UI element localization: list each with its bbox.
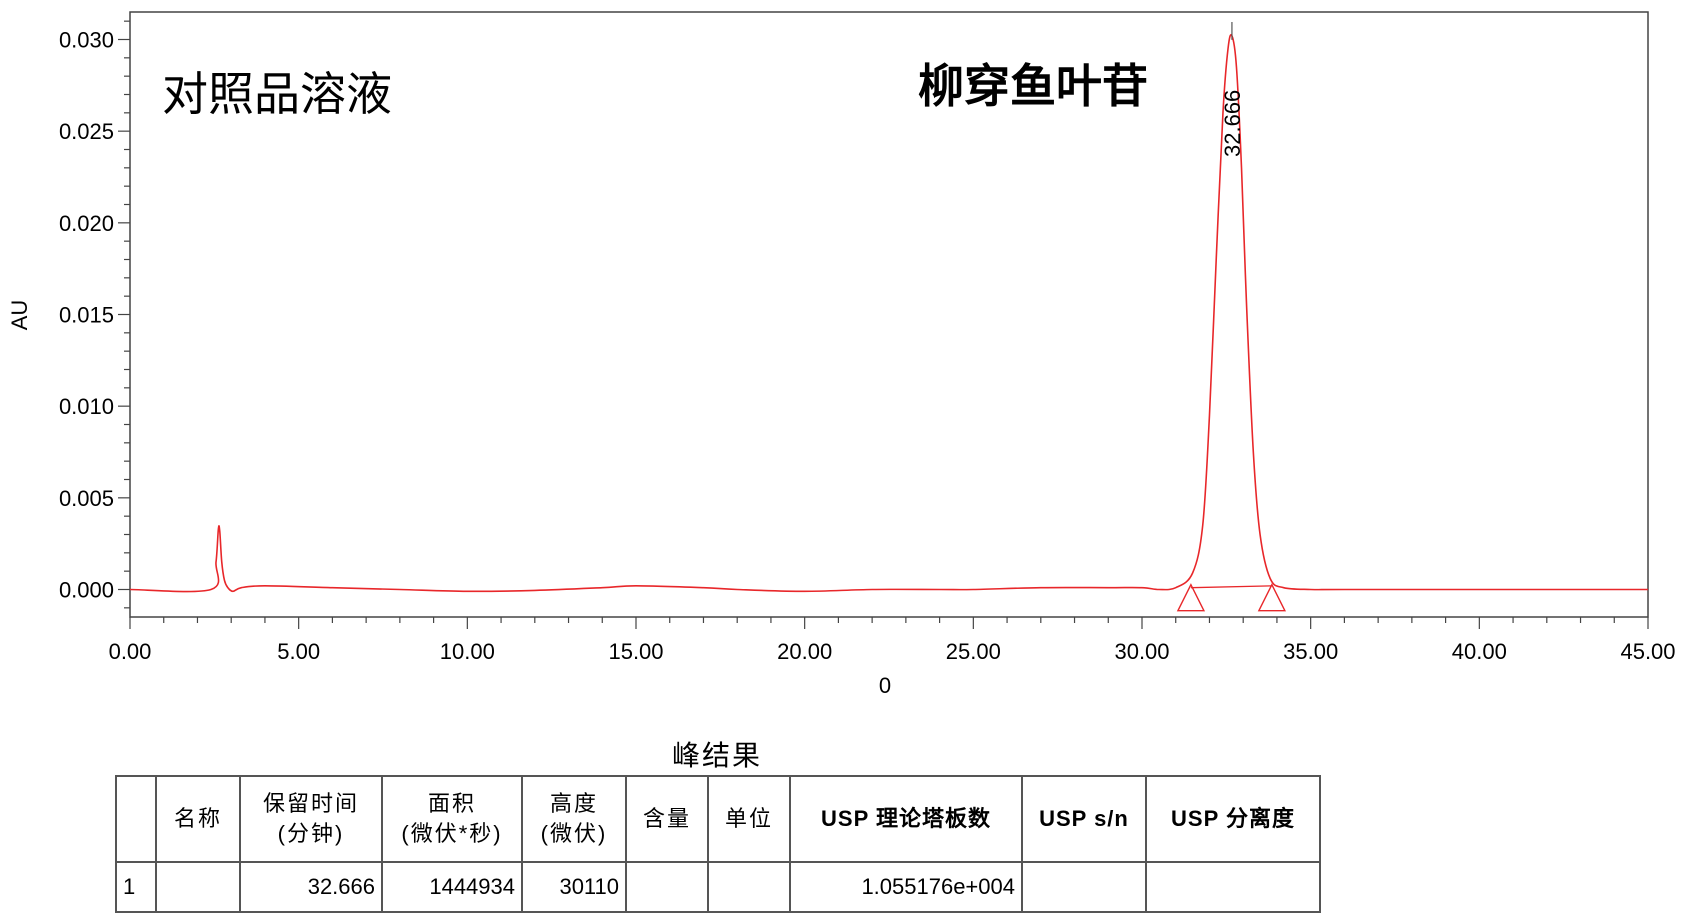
x-axis-title: 0 [879,673,891,698]
cell-height: 30110 [521,861,627,913]
y-axis: 0.000 0.005 0.010 0.015 0.020 0.025 0.030 [59,20,130,609]
header-usp-sn: USP s/n [1021,775,1147,863]
header-units: 单位 [707,775,791,863]
table-header-row: 名称 保留时间 (分钟) 面积 (微伏*秒) 高度 (微伏) 含量 单位 USP 理论… [115,775,1321,863]
cell-amount [625,861,709,913]
x-tick-label: 10.00 [440,639,495,664]
header-usp-resolution: USP 分离度 [1145,775,1321,863]
header-retention-time: 保留时间 (分钟) [239,775,383,863]
compound-label: 柳穿鱼叶苷 [918,59,1148,113]
y-tick-label: 0.025 [59,119,114,144]
x-tick-label: 25.00 [946,639,1001,664]
cell-units [707,861,791,913]
cell-usp-sn [1021,861,1147,913]
x-tick-label: 0.00 [109,639,152,664]
peak-end-marker [1257,583,1287,612]
cell-usp-resolution [1145,861,1321,913]
peak-baseline [1190,585,1272,589]
header-height: 高度 (微伏) [521,775,627,863]
peak-start-marker [1176,583,1206,612]
cell-usp-plate-count: 1.055176e+004 [789,861,1023,913]
header-usp-plate-count: USP 理论塔板数 [789,775,1023,863]
y-tick-label: 0.000 [59,578,114,603]
peak-markers [1176,583,1287,612]
x-tick-label: 35.00 [1283,639,1338,664]
results-table-title: 峰结果 [671,739,762,772]
header-area: 面积 (微伏*秒) [381,775,523,863]
header-index [115,775,157,863]
x-tick-label: 20.00 [777,639,832,664]
sample-label: 对照品溶液 [162,67,392,121]
x-axis: 0.00 5.00 10.00 15.00 20.00 25.00 30.00 35.00 40… [109,617,1676,664]
x-tick-label: 30.00 [1114,639,1169,664]
y-tick-label: 0.005 [59,486,114,511]
y-tick-label: 0.020 [59,211,114,236]
x-tick-label: 40.00 [1452,639,1507,664]
y-tick-label: 0.015 [59,303,114,328]
x-tick-label: 45.00 [1620,639,1675,664]
cell-retention-time: 32.666 [239,861,383,913]
cell-index: 1 [115,861,157,913]
table-row: 1 32.666 1444934 30110 1.055176e+004 [115,861,1321,913]
cell-name [155,861,241,913]
peak-results-table: 名称 保留时间 (分钟) 面积 (微伏*秒) 高度 (微伏) 含量 单位 USP 理论… [115,775,1321,913]
x-tick-label: 15.00 [608,639,663,664]
y-tick-label: 0.030 [59,28,114,53]
chromatogram-trace [129,33,1648,593]
peak-retention-label: 32.666 [1220,90,1245,157]
header-amount: 含量 [625,775,709,863]
cell-area: 1444934 [381,861,523,913]
y-axis-title: AU [7,300,32,331]
x-tick-label: 5.00 [277,639,320,664]
header-name: 名称 [155,775,241,863]
y-tick-label: 0.010 [59,394,114,419]
